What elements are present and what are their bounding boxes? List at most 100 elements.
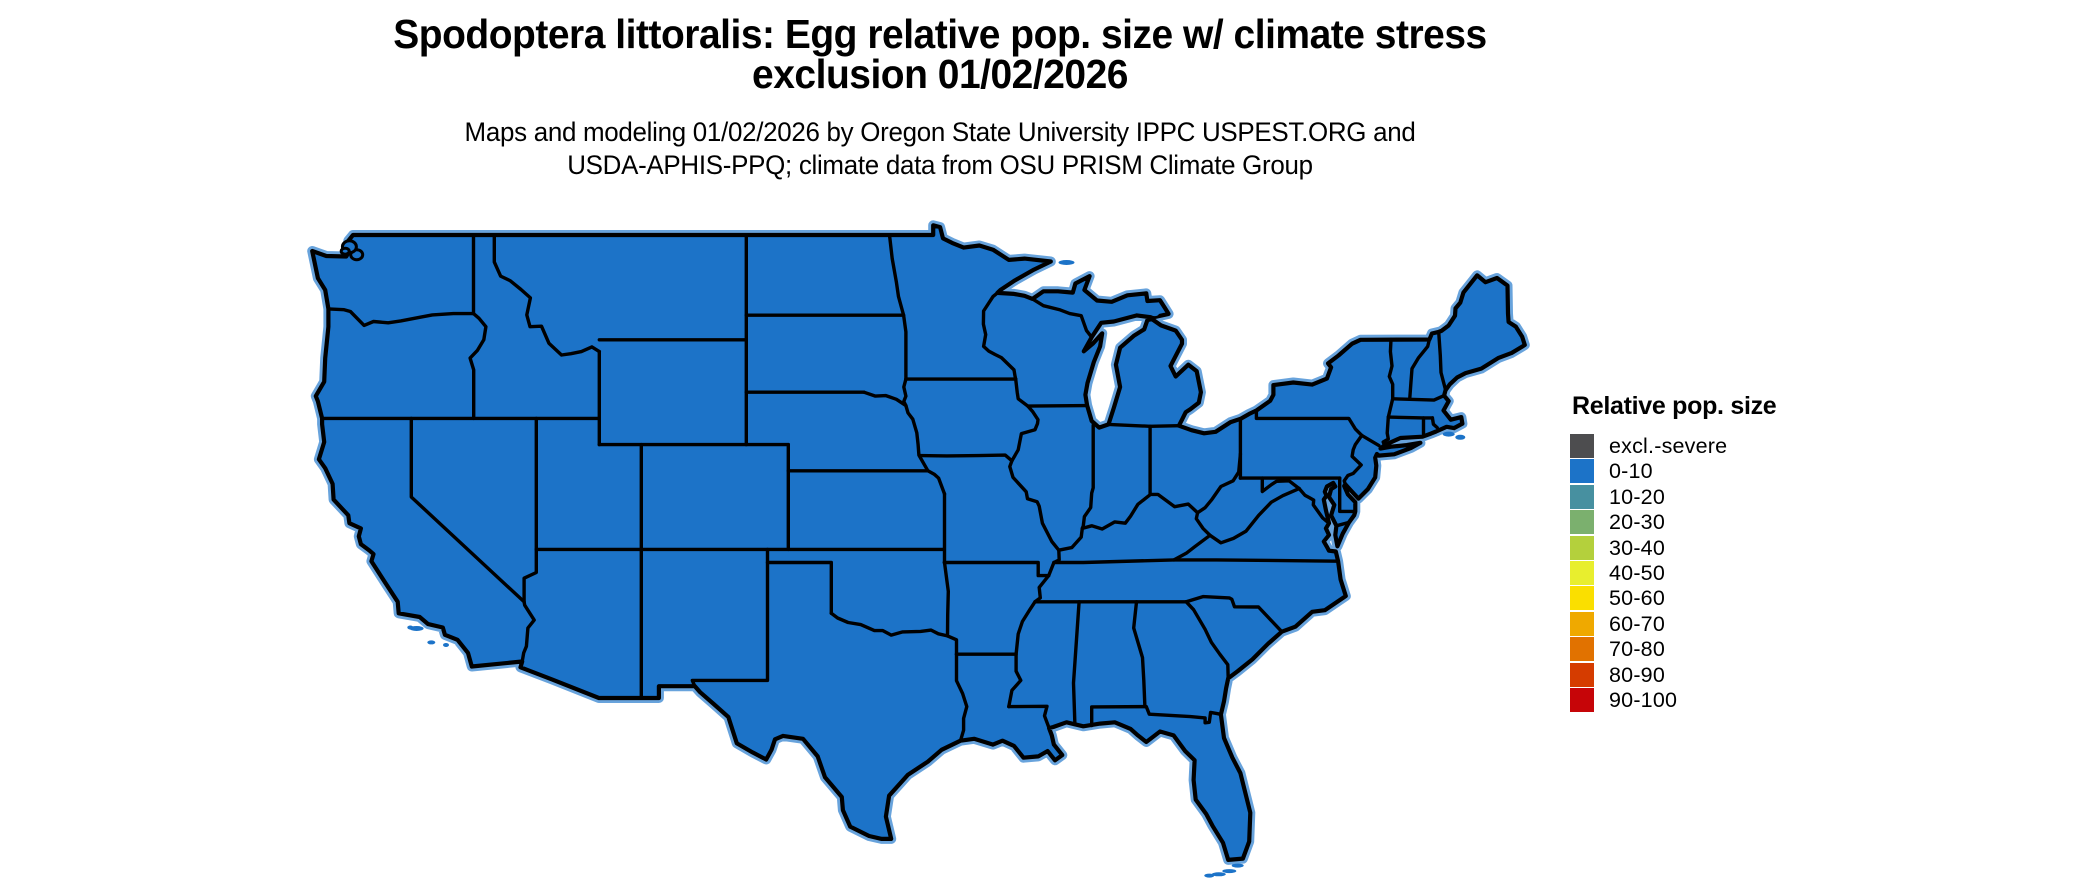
state-border [862,390,947,496]
state-border [1386,415,1435,420]
legend-item: 30-40 [1570,535,1830,560]
island [339,246,351,256]
legend-label: excl.-severe [1609,434,1728,458]
legend-item: 60-70 [1570,611,1830,636]
legend-label: 70-80 [1609,637,1665,662]
legend-label: 80-90 [1609,662,1665,687]
state-border [1342,433,1364,487]
state-border [1007,704,1051,730]
page-subtitle-line2: USDA-APHIS-PPQ; climate data from OSU PR… [567,150,1313,180]
page-subtitle-line1: Maps and modeling 01/02/2026 by Oregon S… [464,117,1416,147]
island [1058,260,1075,265]
legend: Relative pop. size excl.-severe 0-10 10-20… [1570,392,1830,713]
legend-swatch [1570,611,1594,636]
state-border [954,652,969,743]
state-border [1338,476,1357,514]
legend-label: 20-30 [1609,510,1665,535]
legend-label: 40-50 [1609,560,1665,585]
state-border [887,233,908,381]
state-border [1360,433,1381,448]
legend-item: 20-30 [1570,510,1830,535]
header: Spodoptera littoralis: Egg relative pop.… [0,14,1880,182]
legend-swatch [1570,586,1594,611]
state-border [981,291,1018,381]
legend-swatch [1570,637,1594,662]
state-border [902,377,908,408]
page-subtitle: Maps and modeling 01/02/2026 by Oregon S… [38,116,1843,182]
state-border [1430,416,1439,430]
state-border [1007,548,1061,709]
state-border [1208,486,1301,545]
page-title-line1: Spodoptera littoralis: Egg relative pop.… [393,11,1487,57]
state-border [1260,476,1301,494]
legend-item: 90-100 [1570,687,1830,712]
legend-swatch [1570,484,1594,509]
state-border [942,560,959,656]
legend-title: Relative pop. size [1572,392,1777,420]
island [1150,312,1159,317]
state-border [468,311,488,421]
state-border [1090,704,1223,728]
state-border [942,560,1051,578]
island [427,640,436,645]
legend-item: 70-80 [1570,637,1830,662]
legend-swatch [1570,510,1594,535]
island [407,625,414,630]
legend-swatch [1570,434,1594,458]
legend-rows: excl.-severe 0-10 10-20 20-30 30-40 40-50 50-6… [1570,434,1830,712]
state-border [492,233,601,357]
page-title: Spodoptera littoralis: Egg relative pop.… [47,11,1833,97]
state-border [1297,486,1331,525]
island [1204,873,1215,878]
state-border [829,611,950,638]
state-border [1030,297,1094,339]
state-border [1437,330,1448,392]
legend-label: 10-20 [1609,484,1665,509]
state-border [1184,594,1284,634]
legend-item: 80-90 [1570,662,1830,687]
state-border [1026,403,1089,408]
state-border [1408,337,1432,401]
legend-label: 60-70 [1609,611,1665,636]
legend-label: 50-60 [1609,586,1665,611]
state-border [1172,533,1212,562]
legend-item: 10-20 [1570,484,1830,509]
state-border [1071,600,1081,727]
legend-item: 40-50 [1570,560,1830,585]
island [1442,431,1455,437]
state-border [1132,600,1147,709]
state-border [1391,393,1446,402]
state-border [1184,600,1230,680]
state-border [765,560,833,615]
island [1231,863,1244,868]
legend-swatch [1570,535,1594,560]
state-border [326,307,476,328]
state-border [1254,408,1364,438]
island [1222,869,1237,874]
state-border [918,453,1014,463]
state-border [690,547,770,688]
legend-label: 0-10 [1609,459,1653,484]
legend-item: excl.-severe [1570,434,1830,458]
state-border [1106,422,1181,428]
legend-label: 90-100 [1609,687,1678,712]
legend-item: 0-10 [1570,459,1830,484]
state-border [1080,423,1095,531]
island [443,643,449,647]
state-border [522,547,538,604]
us-outline [310,223,1527,862]
island [1211,872,1226,877]
state-border [1334,520,1351,528]
legend-label: 30-40 [1609,535,1665,560]
legend-swatch [1570,560,1594,585]
state-border [409,416,536,664]
island [1455,434,1466,440]
page-title-line2: exclusion 01/02/2026 [752,51,1128,97]
legend-swatch [1570,662,1594,687]
legend-item: 50-60 [1570,586,1830,611]
legend-swatch [1570,687,1594,712]
state-border [1194,511,1212,537]
legend-swatch [1570,459,1594,484]
